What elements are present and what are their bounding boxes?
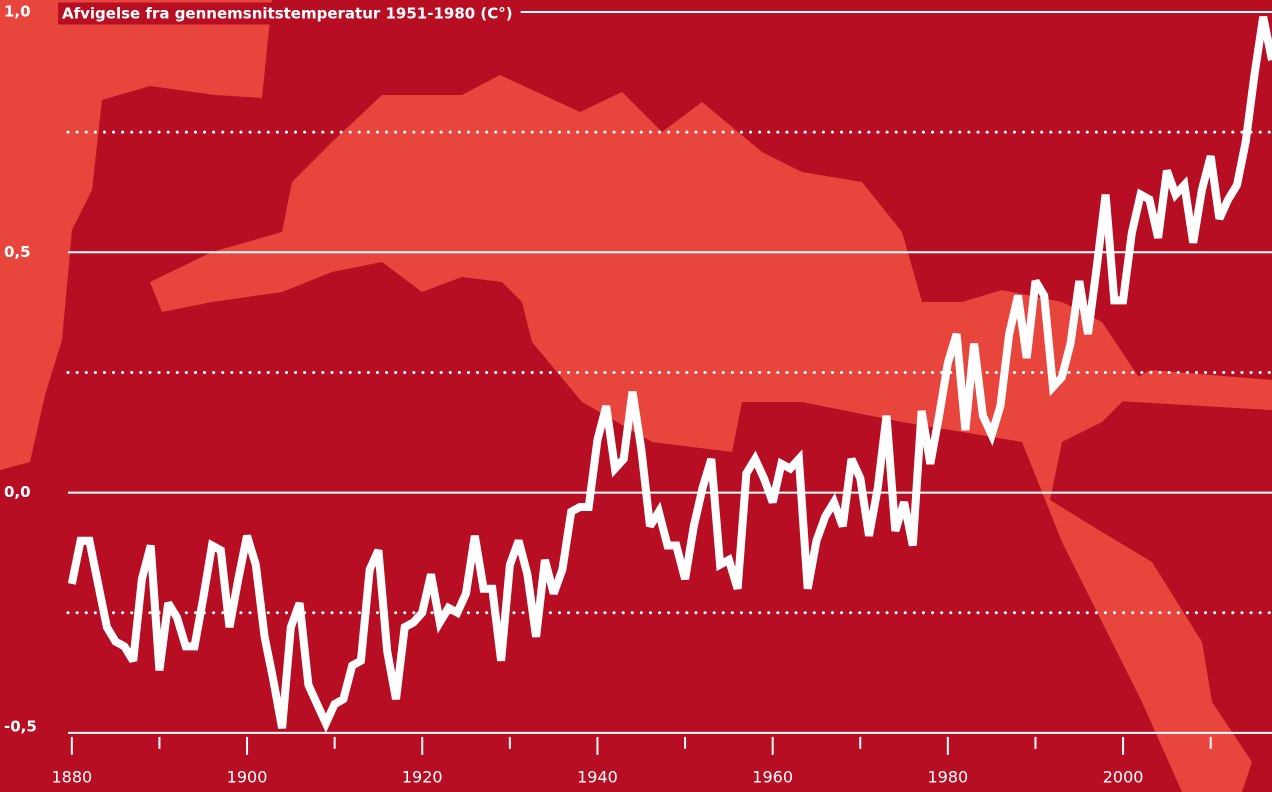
x-tick-label: 1940 bbox=[577, 768, 618, 787]
y-tick-label: 1,0 bbox=[4, 3, 31, 21]
x-tick-label: 1900 bbox=[227, 768, 268, 787]
x-axis: 1880 1900 1920 1940 1960 1980 2000 bbox=[51, 736, 1212, 787]
title-background bbox=[58, 2, 521, 25]
land bbox=[150, 75, 1252, 792]
plot bbox=[67, 16, 1272, 733]
y-tick-label: 0,5 bbox=[4, 243, 31, 261]
y-tick-label: 0,0 bbox=[4, 483, 31, 501]
x-tick-label: 1960 bbox=[752, 768, 793, 787]
grid: 1,0 0,5 0,0 -0,5 bbox=[4, 3, 1272, 735]
land bbox=[0, 0, 272, 470]
land bbox=[1100, 370, 1272, 410]
x-tick-label: 2000 bbox=[1103, 768, 1144, 787]
x-tick-label: 1880 bbox=[51, 768, 92, 787]
x-tick-label: 1980 bbox=[928, 768, 969, 787]
y-tick-label: -0,5 bbox=[4, 717, 37, 735]
chart-title: Afvigelse fra gennemsnitstemperatur 1951… bbox=[62, 5, 513, 23]
temperature-line bbox=[67, 16, 1272, 733]
x-tick-label: 1920 bbox=[402, 768, 443, 787]
